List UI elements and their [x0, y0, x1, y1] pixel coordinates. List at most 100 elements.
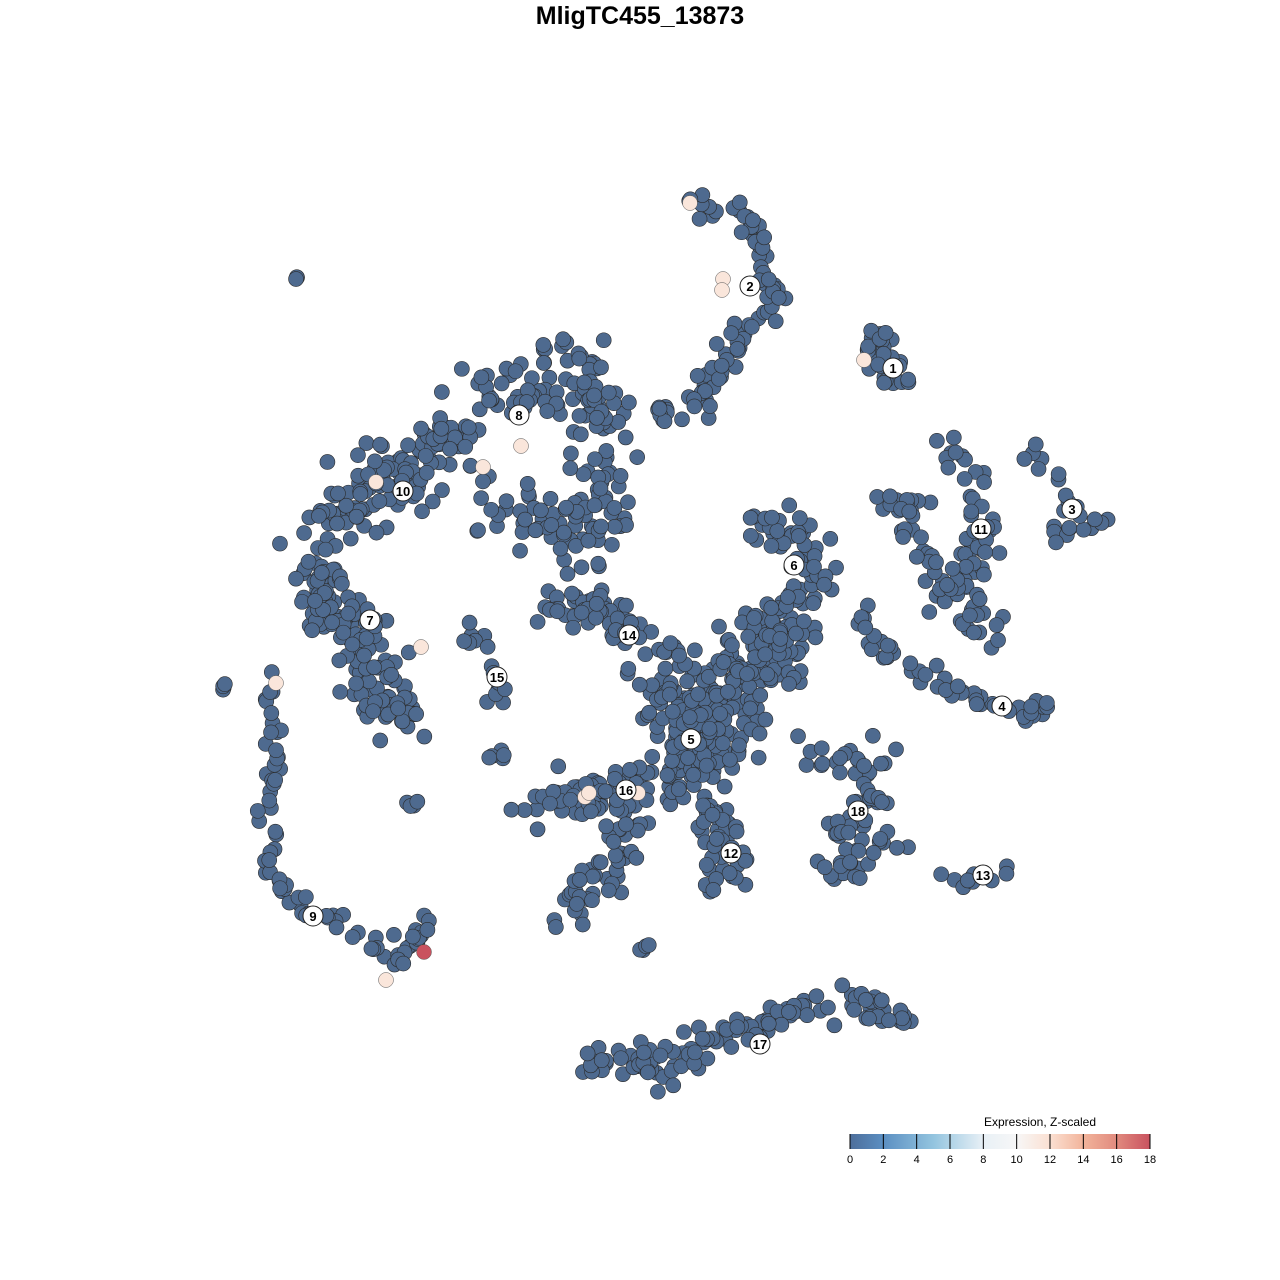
cell-point [607, 847, 624, 864]
cell-point [361, 673, 377, 690]
cell-point [988, 617, 1005, 633]
cell-point [418, 464, 435, 481]
cell-point [846, 1002, 862, 1018]
cell-point [304, 622, 320, 639]
cell-point [424, 493, 441, 510]
cell-point [760, 271, 777, 288]
cell-point [335, 624, 352, 641]
cell-point [881, 1012, 897, 1029]
cell-point [958, 559, 974, 575]
cell-point [697, 383, 713, 399]
cell-point [363, 940, 380, 957]
cell-point [701, 720, 718, 737]
cell-point [498, 493, 515, 509]
cell-point [791, 510, 808, 526]
cell-point [720, 683, 736, 700]
cell-point [781, 1004, 797, 1020]
cell-point [857, 619, 874, 636]
cell-point [679, 673, 695, 690]
cell-point [352, 486, 369, 502]
cell-point [473, 490, 489, 506]
cell-point [723, 1039, 740, 1055]
cell-point [807, 629, 824, 646]
cell-point [367, 453, 383, 470]
cell-point [600, 384, 617, 401]
cell-point [589, 410, 605, 426]
cell-point [670, 781, 687, 798]
cell-point [671, 647, 687, 664]
expressing-cell-point [268, 675, 284, 691]
cell-point [977, 544, 993, 560]
cell-point [880, 637, 896, 654]
cell-point [816, 576, 832, 593]
cell-point [503, 801, 520, 818]
cell-point [311, 508, 327, 524]
cell-point [1016, 451, 1033, 467]
cell-point [705, 882, 722, 898]
cell-point [745, 212, 761, 228]
cell-point [908, 549, 925, 565]
cell-point [650, 1083, 666, 1100]
cell-point [913, 529, 929, 546]
cell-point [512, 542, 528, 559]
cell-point [1061, 520, 1078, 536]
cell-point [711, 618, 727, 635]
cell-point [757, 646, 774, 663]
cell-point [788, 625, 804, 642]
cell-point [622, 762, 638, 778]
cell-point [767, 313, 784, 330]
cell-point [217, 676, 233, 692]
cell-point [756, 229, 772, 246]
cell-point [413, 420, 429, 437]
cell-point [620, 494, 636, 511]
cell-point [950, 678, 966, 695]
cluster-label-13: 13 [972, 864, 994, 886]
cell-point [659, 767, 676, 783]
cell-point [313, 564, 330, 581]
cell-point [715, 654, 732, 670]
cell-point [629, 449, 645, 465]
cell-point [757, 711, 774, 728]
cell-point [676, 1024, 692, 1040]
cluster-label-5: 5 [680, 728, 702, 750]
cell-point [263, 724, 279, 741]
cell-point [548, 919, 564, 935]
cell-point [574, 916, 591, 933]
cell-point [261, 852, 278, 868]
cell-point [552, 540, 569, 557]
cell-point [263, 705, 280, 721]
cell-point [606, 518, 623, 535]
cell-point [288, 271, 304, 287]
cell-point [698, 857, 715, 873]
cell-point [728, 823, 745, 840]
cell-point [371, 493, 388, 510]
cell-point [956, 471, 973, 487]
cell-point [417, 448, 434, 464]
cell-point [288, 570, 304, 587]
cell-point [806, 559, 822, 575]
chart-title: MligTC455_13873 [535, 2, 745, 30]
cell-point [763, 600, 780, 616]
cell-point [475, 473, 491, 490]
cell-point [724, 637, 740, 654]
cell-point [348, 508, 365, 525]
cell-point [739, 666, 755, 682]
cell-point [665, 1077, 682, 1094]
cell-point [1039, 695, 1055, 711]
cell-point [606, 500, 623, 516]
cell-point [1048, 534, 1064, 551]
cell-point [832, 750, 848, 766]
cluster-label-2: 2 [739, 275, 761, 297]
cell-point [1027, 436, 1044, 453]
cell-point [366, 659, 382, 676]
cell-point [593, 1052, 610, 1069]
svg-text:15: 15 [490, 670, 504, 685]
cell-point [729, 341, 746, 357]
cell-point [495, 747, 512, 763]
cell-point [928, 554, 944, 570]
cell-point [644, 748, 661, 765]
cell-point [686, 398, 703, 415]
cell-point [708, 831, 725, 847]
cell-point [517, 511, 533, 528]
cell-point [573, 604, 590, 621]
